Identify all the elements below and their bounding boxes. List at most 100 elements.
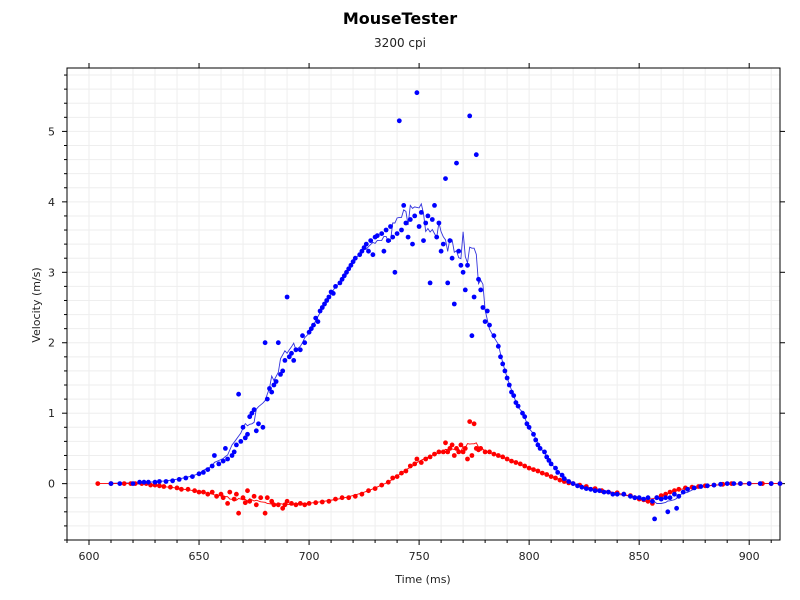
series-x-point bbox=[533, 437, 539, 443]
series-x-point bbox=[465, 262, 470, 268]
series-y-point bbox=[553, 475, 558, 481]
series-x-point bbox=[341, 273, 347, 279]
series-y-point bbox=[174, 485, 180, 491]
series-x-point bbox=[506, 382, 512, 388]
series-x-point bbox=[363, 241, 369, 247]
series-x-point bbox=[691, 485, 697, 491]
series-x-point bbox=[401, 203, 407, 208]
series-y-point bbox=[282, 502, 288, 508]
series-y-point bbox=[346, 495, 352, 501]
series-x-point bbox=[137, 479, 143, 485]
series-x-point bbox=[537, 446, 543, 451]
series-y-point bbox=[432, 451, 437, 457]
series-x-point bbox=[711, 482, 717, 488]
series-x-point bbox=[385, 238, 391, 244]
series-y-point bbox=[264, 495, 270, 501]
series-y-point bbox=[196, 489, 202, 495]
series-x-point bbox=[462, 287, 468, 293]
series-x-point bbox=[425, 213, 431, 219]
grid bbox=[66, 68, 780, 541]
series-y-point bbox=[460, 449, 466, 455]
series-y-point bbox=[447, 446, 453, 451]
series-x-point bbox=[672, 491, 677, 497]
series-x-point bbox=[658, 496, 664, 502]
series-x-point bbox=[262, 340, 268, 346]
series-x-point bbox=[746, 481, 752, 486]
series-x-point bbox=[566, 479, 572, 484]
series-x-point bbox=[405, 234, 411, 240]
series-x-point bbox=[555, 470, 561, 475]
series-y-point bbox=[293, 502, 299, 508]
series-y-point bbox=[509, 458, 514, 464]
x-tick-label: 650 bbox=[189, 550, 210, 563]
series-x-point bbox=[476, 276, 481, 282]
series-x-point bbox=[542, 449, 547, 455]
series-x-point bbox=[324, 298, 330, 303]
series-x-point bbox=[447, 238, 453, 244]
series-x-point bbox=[436, 220, 442, 226]
series-y-point bbox=[333, 496, 338, 502]
series-y-point bbox=[548, 474, 554, 479]
series-x-point bbox=[315, 319, 321, 324]
series-x-point bbox=[487, 322, 492, 328]
series-y-point bbox=[258, 495, 264, 501]
series-x-point bbox=[718, 481, 723, 487]
series-x-point bbox=[297, 347, 303, 353]
series-y-point bbox=[168, 484, 173, 490]
series-x-point bbox=[383, 227, 389, 233]
series-x-point bbox=[575, 483, 580, 489]
series-y-point bbox=[456, 449, 462, 455]
tick-labels: 600 650 700 750 800 850 900 0 1 2 3 4 5 bbox=[48, 125, 760, 563]
series-x-point bbox=[183, 475, 189, 481]
series-x-point bbox=[223, 446, 228, 451]
series-x-point bbox=[511, 393, 517, 398]
series-x-point bbox=[473, 152, 479, 158]
series-y-point bbox=[423, 456, 429, 462]
series-y-point bbox=[445, 449, 451, 455]
series-x-point bbox=[403, 220, 409, 226]
series-y-point bbox=[179, 486, 184, 492]
series-y-point bbox=[399, 470, 404, 476]
series-x-point bbox=[370, 252, 376, 258]
series-x-point bbox=[225, 456, 231, 462]
series-x-point bbox=[418, 210, 424, 215]
x-tick-label: 600 bbox=[79, 550, 100, 563]
series-y-point bbox=[306, 501, 312, 506]
series-x-point bbox=[348, 262, 354, 268]
series-x-point bbox=[242, 435, 248, 441]
series-x-point bbox=[152, 479, 158, 485]
series-x-point bbox=[361, 245, 367, 251]
y-tick-label: 1 bbox=[48, 407, 55, 420]
series-x-point bbox=[484, 308, 490, 314]
series-y-point bbox=[539, 470, 545, 476]
series-x-point bbox=[337, 280, 343, 286]
series-x-point bbox=[302, 340, 308, 346]
series-x-point bbox=[407, 217, 413, 222]
series-y-point bbox=[465, 456, 470, 462]
series-x-point bbox=[467, 113, 473, 119]
series-x-point bbox=[236, 391, 242, 397]
series-y-point bbox=[390, 475, 396, 481]
series-x-point bbox=[449, 255, 455, 261]
series-x-point bbox=[344, 269, 349, 275]
series-x-point bbox=[141, 479, 147, 485]
series-x-point bbox=[454, 160, 459, 166]
series-y-point bbox=[352, 493, 358, 499]
series-y-point bbox=[531, 467, 536, 472]
series-y-point bbox=[403, 468, 409, 474]
series-x-point bbox=[284, 294, 290, 300]
series-x-point bbox=[445, 280, 451, 286]
series-x-point bbox=[423, 220, 429, 226]
series-x-point bbox=[513, 400, 519, 405]
series-x-point bbox=[381, 248, 387, 254]
series-x-point bbox=[579, 484, 585, 490]
series-x-point bbox=[269, 389, 275, 395]
series-x-point bbox=[368, 238, 374, 244]
series-x-point bbox=[504, 375, 510, 381]
series-y-point bbox=[645, 498, 651, 504]
series-x-point bbox=[234, 442, 239, 448]
series-x-point bbox=[247, 414, 253, 420]
series-y-point bbox=[192, 488, 198, 494]
data-points bbox=[95, 90, 783, 522]
series-y-point bbox=[487, 449, 492, 455]
